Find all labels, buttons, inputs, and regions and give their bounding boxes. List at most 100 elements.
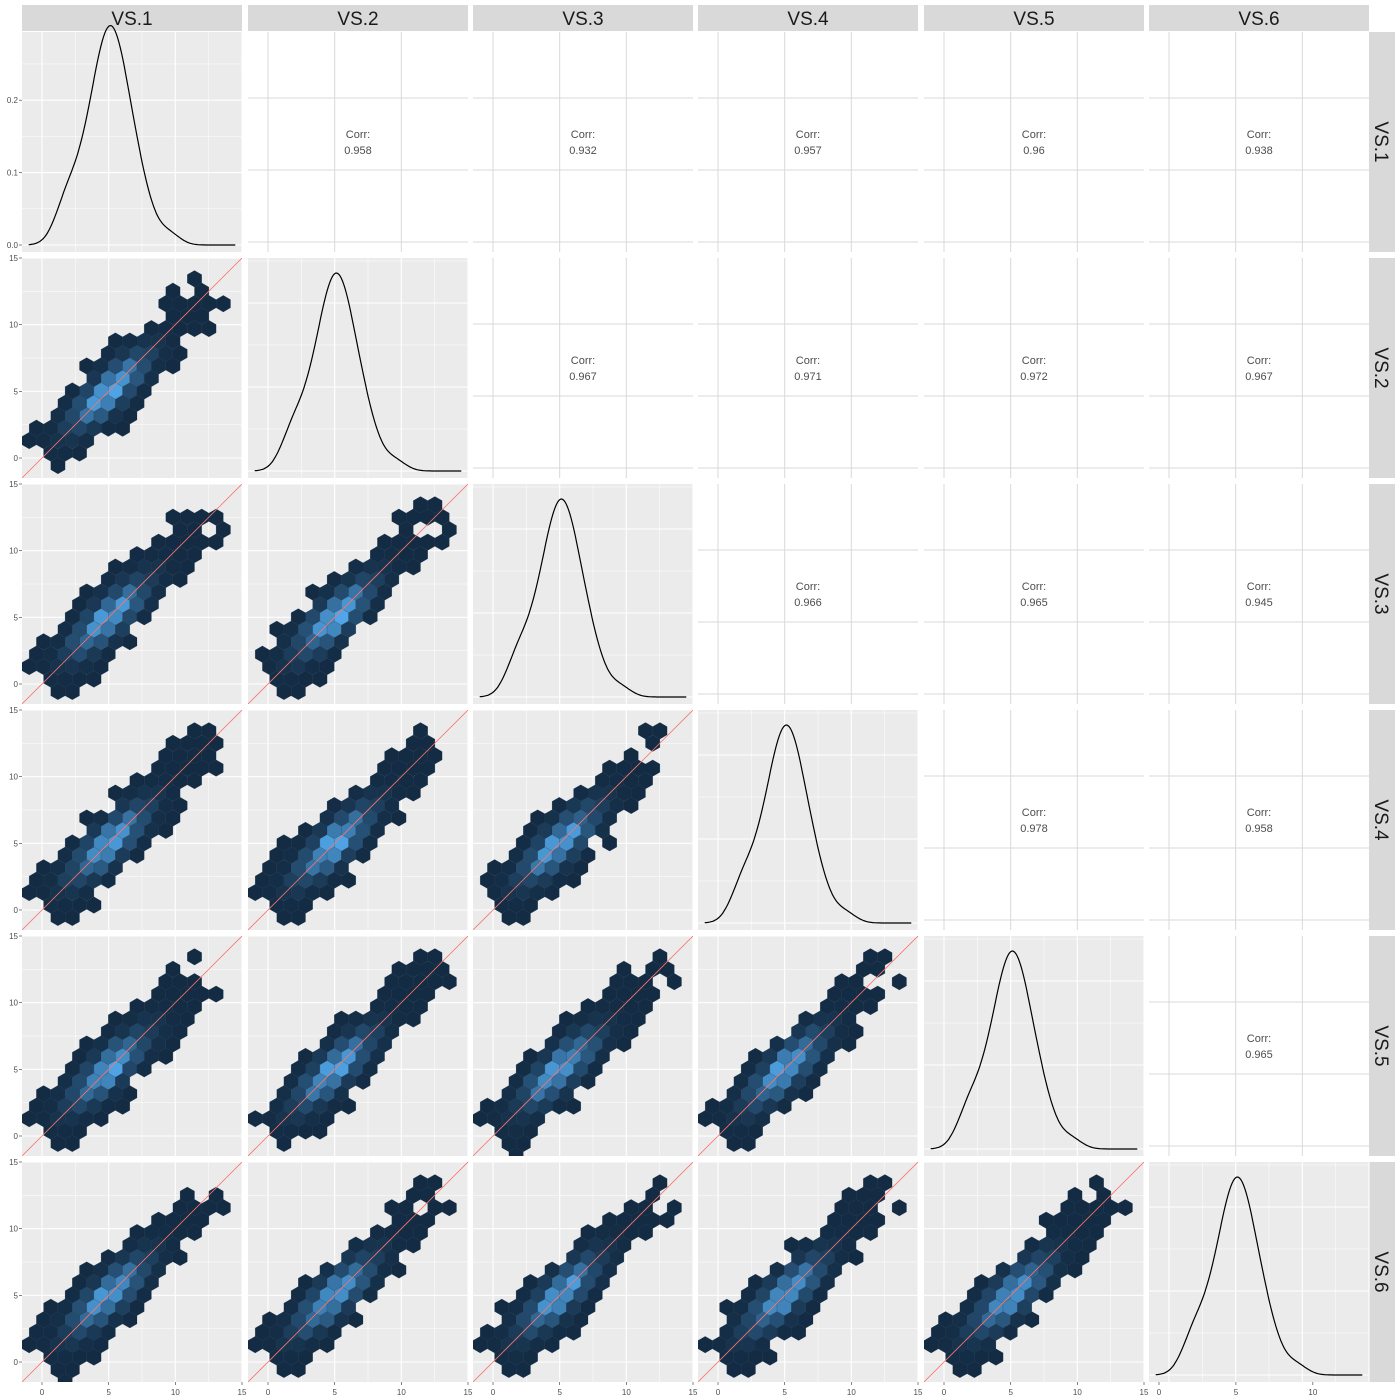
hexbin-layer <box>22 948 224 1152</box>
panel-VS.4-VS.6: Corr: 0.958 <box>1149 710 1369 930</box>
panel-VS.4-VS.4 <box>698 710 919 930</box>
column-strip <box>22 5 242 31</box>
y-tick-label: 5 <box>14 839 19 848</box>
corr-label: Corr: <box>571 355 595 367</box>
identity-line <box>248 710 468 930</box>
row-strip-label: VS.2 <box>1370 347 1391 388</box>
y-tick-label: 10 <box>9 321 18 330</box>
identity-line <box>22 710 242 930</box>
panel-background <box>473 32 693 252</box>
corr-value: 0.965 <box>1245 1049 1273 1061</box>
column-strip-label: VS.4 <box>787 9 829 30</box>
x-tick-label: 0 <box>491 1388 496 1397</box>
panel-background <box>698 710 918 930</box>
identity-line <box>473 1162 693 1382</box>
panel-VS.5-VS.2 <box>248 935 469 1156</box>
corr-value: 0.958 <box>1245 823 1273 835</box>
y-tick-label: 15 <box>9 1158 18 1167</box>
panel-background <box>924 710 1144 930</box>
panel-background <box>1149 258 1369 478</box>
y-tick-label: 10 <box>9 547 18 556</box>
corr-label: Corr: <box>346 129 370 141</box>
hexbin <box>645 759 660 777</box>
y-tick-label: 15 <box>9 706 18 715</box>
corr-value: 0.938 <box>1245 145 1273 157</box>
y-tick-label: 5 <box>14 613 19 622</box>
panel-VS.4-VS.1 <box>22 709 243 930</box>
hexbin <box>427 948 443 966</box>
panel-VS.1-VS.6: Corr: 0.938 <box>1149 32 1369 252</box>
corr-label: Corr: <box>1022 355 1046 367</box>
density-line <box>1155 1176 1363 1376</box>
panel-VS.1-VS.5: Corr: 0.96 <box>924 32 1144 252</box>
hexbin <box>427 496 443 514</box>
hexbin <box>652 1174 668 1192</box>
panel-background <box>1149 484 1369 704</box>
panel-VS.6-VS.1 <box>22 1161 243 1382</box>
panel-VS.6-VS.3 <box>473 1161 694 1382</box>
hexbin <box>208 985 224 1003</box>
row-strip-label: VS.6 <box>1370 1251 1391 1292</box>
identity-line <box>22 484 242 704</box>
hexbin <box>870 985 885 1003</box>
hexbin <box>623 747 639 765</box>
panel-VS.6-VS.2 <box>248 1161 469 1382</box>
identity-line <box>698 1162 918 1382</box>
corr-label: Corr: <box>571 129 595 141</box>
corr-label: Corr: <box>1247 129 1271 141</box>
panel-VS.2-VS.5: Corr: 0.972 <box>924 258 1144 478</box>
identity-line <box>473 710 693 930</box>
hexbin <box>652 722 668 740</box>
row-strip <box>1369 936 1395 1156</box>
panel-VS.3-VS.1 <box>22 483 243 704</box>
panel-background <box>248 32 468 252</box>
corr-label: Corr: <box>796 355 820 367</box>
y-tick-label: 5 <box>14 1065 19 1074</box>
hexbin <box>877 948 893 966</box>
x-tick-label: 10 <box>171 1388 180 1397</box>
panel-background <box>924 32 1144 252</box>
hexbin <box>1067 1186 1083 1204</box>
y-tick-label: 5 <box>14 1291 19 1300</box>
panel-background <box>22 32 242 252</box>
panel-VS.2-VS.6: Corr: 0.967 <box>1149 258 1369 478</box>
density-line <box>254 272 462 472</box>
y-tick-label: 0.0 <box>7 241 19 250</box>
y-tick-label: 15 <box>9 480 18 489</box>
corr-label: Corr: <box>1247 1033 1271 1045</box>
column-strip <box>924 5 1144 31</box>
panel-background <box>473 258 693 478</box>
row-strip-label: VS.1 <box>1370 121 1391 162</box>
hexbin <box>616 960 632 978</box>
panel-background <box>698 258 918 478</box>
panel-VS.2-VS.4: Corr: 0.971 <box>698 258 918 478</box>
identity-line <box>473 936 693 1156</box>
x-tick-label: 10 <box>1308 1388 1317 1397</box>
x-tick-label: 10 <box>847 1388 856 1397</box>
hexbin <box>187 973 202 991</box>
corr-value: 0.958 <box>344 145 372 157</box>
panel-VS.4-VS.2 <box>248 709 469 930</box>
row-strip <box>1369 484 1395 704</box>
identity-line <box>924 1162 1144 1382</box>
hexbin <box>216 295 231 313</box>
corr-label: Corr: <box>796 129 820 141</box>
y-tick-label: 0 <box>14 680 19 689</box>
hexbin <box>413 722 428 740</box>
panel-background <box>1149 936 1369 1156</box>
hexbin <box>187 270 202 288</box>
x-tick-label: 10 <box>1073 1388 1082 1397</box>
panel-VS.3-VS.2 <box>248 483 469 704</box>
y-tick-label: 5 <box>14 387 19 396</box>
x-tick-label: 15 <box>914 1388 923 1397</box>
column-strip-label: VS.6 <box>1238 9 1279 30</box>
hexbin-layer <box>22 270 231 475</box>
column-strip-label: VS.1 <box>111 9 152 30</box>
hexbin <box>1118 1199 1133 1217</box>
hexbin <box>442 1199 457 1217</box>
y-tick-label: 15 <box>9 932 18 941</box>
hexbin <box>892 973 907 991</box>
panel-VS.1-VS.4: Corr: 0.957 <box>698 32 918 252</box>
panel-VS.5-VS.6: Corr: 0.965 <box>1149 936 1369 1156</box>
